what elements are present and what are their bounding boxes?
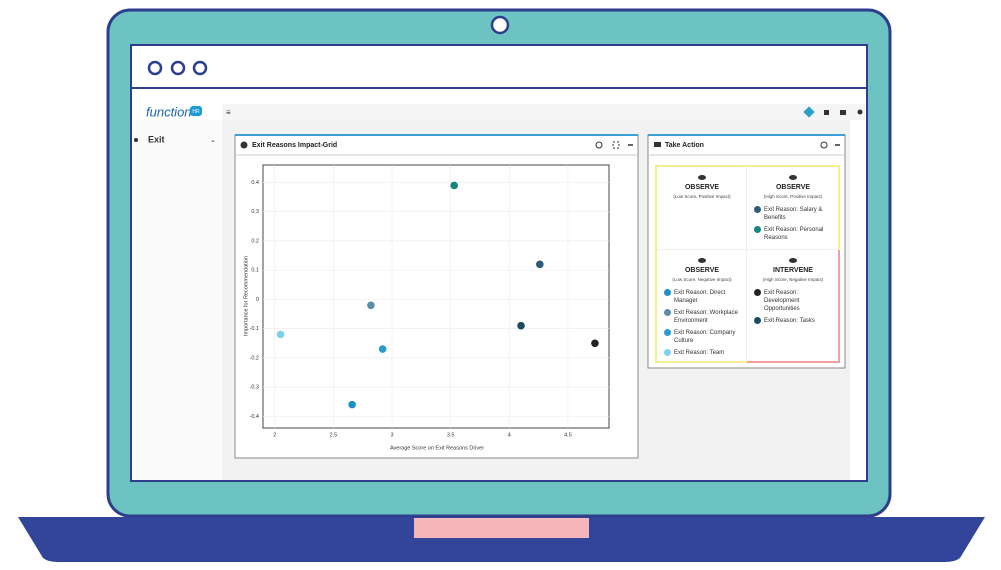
action-item: Exit Reason: Salary & Benefits <box>753 206 833 222</box>
x-tick-label: 4 <box>508 432 511 438</box>
quadrant: OBSERVE (Low Score, Negative Impact) Exit … <box>655 250 747 363</box>
y-tick-label: 0.1 <box>251 268 259 274</box>
quadrant-title: INTERVENE <box>773 267 813 274</box>
help-icon[interactable] <box>595 141 603 149</box>
nav-item[interactable]: Exit <box>148 134 165 144</box>
item-dot <box>754 317 761 324</box>
quadrant: INTERVENE (High Score, Negative Impact) Ex… <box>747 250 840 363</box>
action-item: Exit Reason: Workplace Environment <box>663 309 741 325</box>
quadrant-subtitle: (High Score, Negative Impact) <box>762 277 824 282</box>
take-action-grid: OBSERVE (Low Score, Positive Impact) OBSER… <box>655 165 840 363</box>
logo-badge <box>190 106 202 116</box>
nav-caret[interactable]: ⌄ <box>210 137 216 144</box>
y-tick-label: -0.4 <box>250 414 259 420</box>
quadrant-title: OBSERVE <box>775 184 811 191</box>
action-item: Exit Reason: Team <box>663 349 741 357</box>
toolbar-icon[interactable] <box>840 110 846 115</box>
plot-area <box>262 164 610 429</box>
logo[interactable]: function <box>146 104 192 119</box>
item-label: Exit Reason: Company Culture <box>674 330 736 344</box>
item-label: Exit Reason: Personal Reasons <box>764 227 824 241</box>
item-dot <box>664 349 671 356</box>
quadrant-subtitle: (Low Score, Positive Impact) <box>673 194 731 199</box>
y-tick-label: 0.4 <box>251 180 259 186</box>
fullscreen-icon[interactable] <box>612 141 620 149</box>
item-dot <box>664 289 671 296</box>
top-bar <box>222 104 865 120</box>
quadrant-icon <box>698 258 706 263</box>
item-label: Exit Reason: Team <box>674 350 725 356</box>
action-item: Exit Reason: Personal Reasons <box>753 226 833 242</box>
quadrant-subtitle: (Low Score, Negative Impact) <box>672 277 732 282</box>
toolbar-icon[interactable] <box>857 109 863 115</box>
point <box>450 181 458 190</box>
help-icon[interactable] <box>820 141 828 149</box>
window-button[interactable] <box>192 60 208 76</box>
item-label: Exit Reason: Workplace Environment <box>674 310 738 324</box>
camera <box>490 15 510 35</box>
window-button[interactable] <box>170 60 186 76</box>
point <box>367 301 375 310</box>
x-tick-label: 3.5 <box>447 432 455 438</box>
item-label: Exit Reason: Direct Manager <box>674 290 726 304</box>
item-label: Exit Reason: Development Opportunities <box>764 290 800 312</box>
y-tick-label: 0.2 <box>251 238 259 244</box>
item-label: Exit Reason: Tasks <box>764 318 815 324</box>
x-tick-label: 4.5 <box>564 432 572 438</box>
user-icon <box>134 138 138 142</box>
item-dot <box>664 329 671 336</box>
quadrant: OBSERVE (High Score, Positive Impact) Exit… <box>747 165 840 250</box>
y-tick-label: -0.3 <box>250 385 259 391</box>
item-dot <box>754 289 761 296</box>
point <box>517 321 525 330</box>
action-item: Exit Reason: Direct Manager <box>663 289 741 305</box>
quadrant-icon <box>698 175 706 180</box>
action-item: Exit Reason: Development Opportunities <box>753 289 833 313</box>
chart-title: Exit Reasons Impact-Grid <box>252 142 337 149</box>
menu-icon[interactable]: ≡ <box>226 108 231 117</box>
x-tick-label: 2.5 <box>330 432 338 438</box>
action-item: Exit Reason: Company Culture <box>663 329 741 345</box>
logo-badge-text: HR <box>192 109 200 115</box>
y-tick-label: -0.2 <box>250 355 259 361</box>
panel-icon <box>654 142 661 147</box>
y-axis-label: Importance for Recommendation <box>243 256 249 336</box>
item-dot <box>754 226 761 233</box>
quadrant-title: OBSERVE <box>684 184 720 191</box>
quadrant-icon <box>789 175 797 180</box>
quadrant-icon <box>789 258 797 263</box>
action-title: Take Action <box>665 142 704 149</box>
item-label: Exit Reason: Salary & Benefits <box>764 207 823 221</box>
point <box>378 345 387 353</box>
point <box>348 400 356 409</box>
quadrant-subtitle: (High Score, Positive Impact) <box>763 194 823 199</box>
sidebar <box>133 120 222 480</box>
y-tick-label: 0 <box>256 297 259 303</box>
trackpad <box>412 516 591 540</box>
point <box>536 260 544 269</box>
item-dot <box>664 309 671 316</box>
action-item: Exit Reason: Tasks <box>753 317 833 325</box>
x-axis-label: Average Score on Exit Reasons Driver <box>390 445 484 451</box>
window-button[interactable] <box>147 60 163 76</box>
y-tick-label: 0.3 <box>251 209 259 215</box>
panel-icon <box>240 141 248 149</box>
quadrant-title: OBSERVE <box>684 267 720 274</box>
x-tick-label: 2 <box>273 432 276 438</box>
y-tick-label: -0.1 <box>250 326 259 332</box>
item-dot <box>754 206 761 213</box>
point <box>276 330 285 339</box>
x-tick-label: 3 <box>390 432 393 438</box>
point <box>591 339 599 348</box>
toolbar-icon[interactable] <box>824 110 829 115</box>
quadrant: OBSERVE (Low Score, Positive Impact) <box>655 165 747 250</box>
